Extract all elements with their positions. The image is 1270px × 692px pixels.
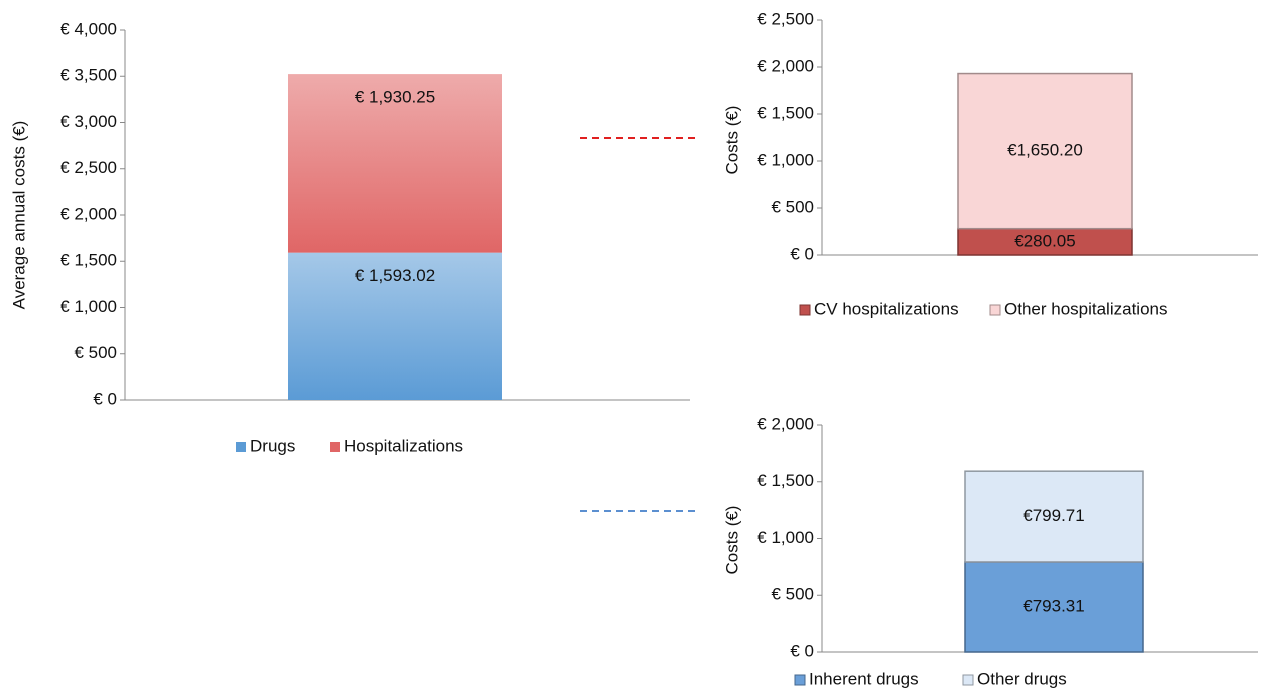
- legend-swatch: [989, 304, 1001, 316]
- y-tick-label: € 1,000: [60, 297, 117, 316]
- legend-label: Other hospitalizations: [1004, 299, 1167, 318]
- y-tick-label: € 0: [93, 389, 117, 408]
- y-tick-label: € 500: [771, 197, 814, 216]
- y-tick-label: € 2,000: [757, 414, 814, 433]
- y-tick-label: € 1,000: [757, 150, 814, 169]
- value-label: €793.31: [1023, 596, 1084, 615]
- legend-label: Other drugs: [977, 669, 1067, 688]
- y-tick-label: € 2,000: [60, 204, 117, 223]
- legend-label: CV hospitalizations: [814, 299, 959, 318]
- legend-swatch: [799, 304, 811, 316]
- y-axis-label: Average annual costs (€): [9, 121, 28, 310]
- y-axis-label: Costs (€): [722, 106, 741, 175]
- legend-swatch: [330, 442, 340, 452]
- y-tick-label: € 3,500: [60, 66, 117, 85]
- y-tick-label: € 500: [771, 585, 814, 604]
- bar-segment: [288, 252, 502, 400]
- bar-segment: [288, 74, 502, 253]
- value-label: € 1,593.02: [355, 266, 435, 285]
- legend-swatch: [962, 674, 974, 686]
- y-tick-label: € 3,000: [60, 112, 117, 131]
- y-tick-label: € 2,000: [757, 56, 814, 75]
- value-label: €1,650.20: [1007, 141, 1083, 160]
- y-tick-label: € 1,500: [757, 103, 814, 122]
- y-tick-label: € 1,000: [757, 528, 814, 547]
- y-tick-label: € 2,500: [757, 9, 814, 28]
- y-tick-label: € 0: [790, 244, 814, 263]
- bar-segment: [957, 72, 1133, 230]
- y-axis-label: Costs (€): [722, 506, 741, 575]
- legend-label: Inherent drugs: [809, 669, 919, 688]
- legend-label: Drugs: [250, 436, 295, 455]
- legend-swatch: [794, 674, 806, 686]
- value-label: € 1,930.25: [355, 88, 435, 107]
- y-tick-label: € 1,500: [60, 251, 117, 270]
- bar-segment: [964, 470, 1144, 563]
- bar-segment: [964, 561, 1144, 653]
- legend-swatch: [236, 442, 246, 452]
- value-label: €280.05: [1014, 231, 1075, 250]
- y-tick-label: € 1,500: [757, 471, 814, 490]
- legend-label: Hospitalizations: [344, 436, 463, 455]
- y-tick-label: € 4,000: [60, 19, 117, 38]
- y-tick-label: € 2,500: [60, 158, 117, 177]
- y-tick-label: € 500: [74, 343, 117, 362]
- value-label: €799.71: [1023, 506, 1084, 525]
- y-tick-label: € 0: [790, 641, 814, 660]
